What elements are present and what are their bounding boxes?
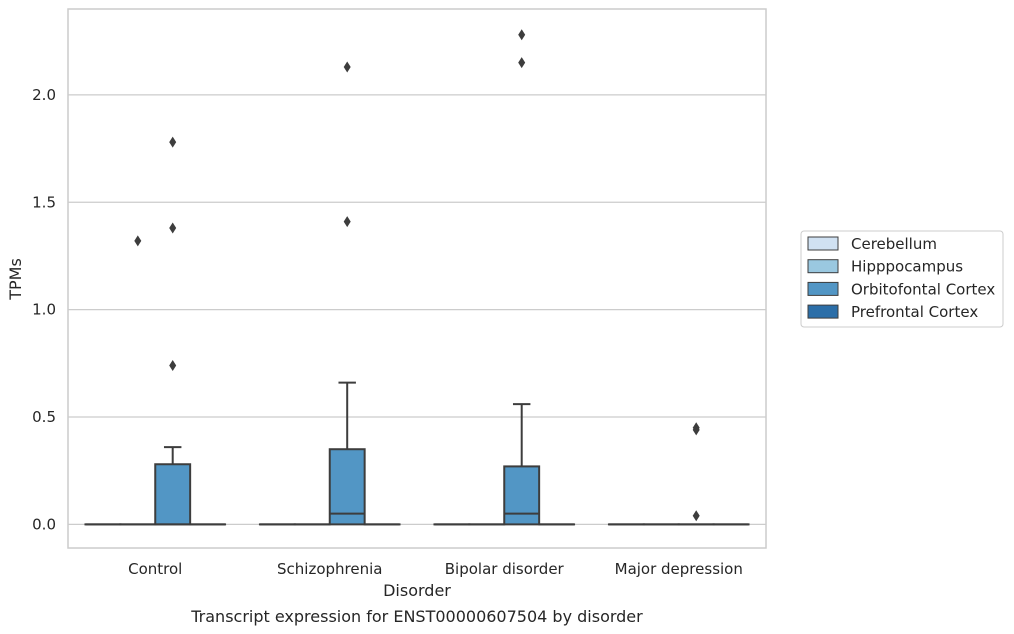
- plot-background: [68, 9, 766, 548]
- box-orbitofontal-cortex: [503, 403, 541, 526]
- outlier-point: [169, 359, 177, 371]
- outlier-point: [134, 235, 142, 247]
- box-iqr: [503, 465, 541, 526]
- y-tick-labels: 0.0 0.5 1.0 1.5 2.0: [32, 86, 56, 533]
- legend-swatch: [807, 281, 839, 296]
- legend-swatch: [807, 236, 839, 251]
- legend: Cerebellum Hipppocampus Orbitofontal Corte…: [800, 230, 1004, 328]
- outlier-point: [692, 422, 700, 434]
- x-tick-label: Bipolar disorder: [445, 560, 565, 578]
- plot-frame: [67, 8, 767, 549]
- x-axis-label: Disorder: [383, 581, 451, 600]
- legend-swatch: [807, 259, 839, 274]
- outlier-point: [169, 222, 177, 234]
- figure-caption: Transcript expression for ENST0000060750…: [190, 607, 643, 626]
- y-tick-label: 1.5: [32, 193, 56, 211]
- y-axis-label: TPMs: [6, 258, 25, 301]
- legend-swatch: [807, 304, 839, 319]
- x-tick-label: Control: [128, 560, 182, 578]
- legend-label: Prefrontal Cortex: [851, 303, 978, 321]
- box-iqr: [328, 448, 366, 526]
- outlier-point: [343, 216, 351, 228]
- y-tick-label: 2.0: [32, 86, 56, 104]
- outlier-point: [343, 61, 351, 73]
- y-tick-label: 0.5: [32, 408, 56, 426]
- box-orbitofontal-cortex: [154, 446, 192, 526]
- outlier-point: [692, 510, 700, 522]
- outlier-point: [518, 57, 526, 69]
- legend-label: Cerebellum: [851, 235, 937, 253]
- x-tick-label: Major depression: [615, 560, 743, 578]
- x-tick-labels: Control Schizophrenia Bipolar disorder Majo…: [128, 560, 743, 578]
- x-tick-label: Schizophrenia: [277, 560, 382, 578]
- y-tick-label: 1.0: [32, 301, 56, 319]
- outliers: [134, 29, 700, 522]
- box-orbitofontal-cortex: [328, 381, 366, 526]
- boxes: [84, 381, 750, 526]
- outlier-point: [518, 29, 526, 41]
- legend-label: Orbitofontal Cortex: [851, 280, 995, 298]
- legend-label: Hipppocampus: [851, 258, 963, 276]
- legend-frame: [800, 230, 1004, 328]
- y-tick-label: 0.0: [32, 515, 56, 533]
- box-iqr: [154, 463, 192, 526]
- outlier-point: [169, 136, 177, 148]
